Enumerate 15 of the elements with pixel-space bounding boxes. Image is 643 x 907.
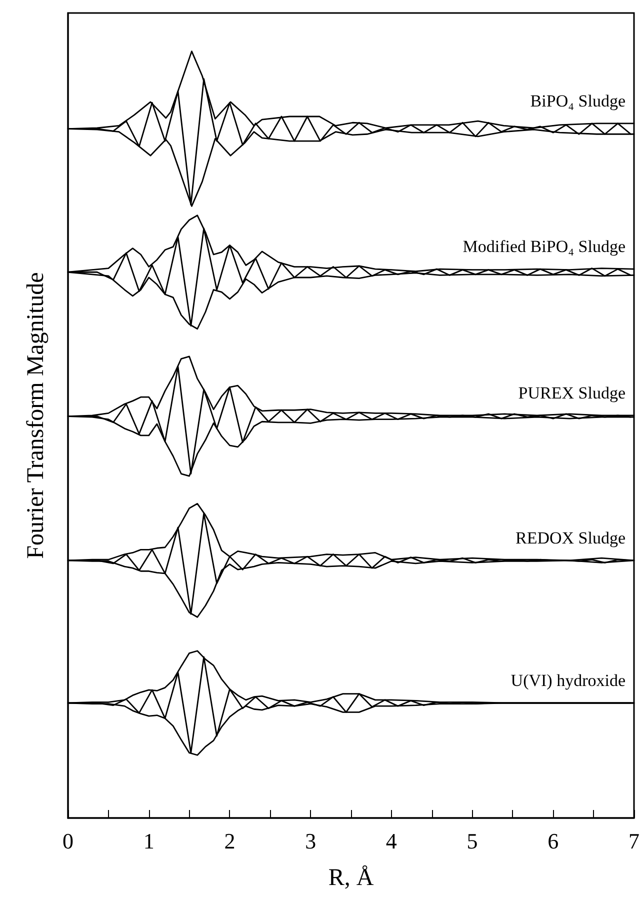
x-tick-label: 3: [305, 828, 316, 854]
x-tick-label: 0: [62, 828, 74, 854]
x-tick-label: 7: [628, 828, 640, 854]
x-tick-label: 4: [386, 828, 397, 854]
series-label: REDOX Sludge: [515, 528, 626, 548]
x-tick-label: 1: [143, 828, 154, 854]
x-axis-title: R, Å: [328, 865, 374, 891]
x-tick-label: 5: [466, 828, 478, 854]
y-axis-title: Fourier Transform Magnitude: [23, 272, 49, 559]
series-label: BiPO₄ Sludge: [530, 91, 626, 110]
series-label: Modified BiPO₄ Sludge: [462, 237, 626, 256]
series-label: PUREX Sludge: [518, 384, 626, 402]
series-label: U(VI) hydroxide: [510, 671, 626, 690]
x-tick-label: 2: [224, 828, 236, 854]
x-tick-label: 6: [548, 828, 559, 854]
